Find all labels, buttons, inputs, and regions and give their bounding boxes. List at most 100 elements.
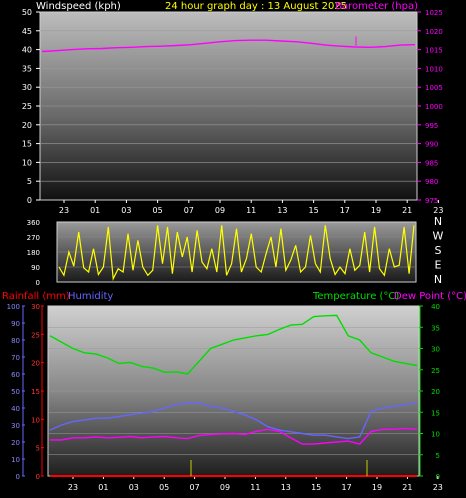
humidity-axis-label: Humidity [68,291,113,302]
chart-title: 24 hour graph day : 13 August 2025 [165,1,347,12]
tick-label: 20 [31,360,40,368]
tick-label: 985 [425,159,438,167]
tick-label: 995 [425,122,438,130]
tick-label: 50 [22,8,32,17]
compass-label: S [435,244,442,257]
humidity-6666ff-line [49,402,418,440]
tick-label: 03 [129,483,139,492]
bottom-x-axis-ticks: 23 01 03 05 07 09 11 13 15 17 19 21 23 [68,476,443,492]
tick-label: 270 [27,234,40,242]
tick-label: 20 [431,388,440,396]
tick-label: 0 [16,473,20,481]
temp-00dd00-line [49,314,418,375]
tick-label: 0 [36,473,40,481]
tick-label: 30 [431,346,440,354]
tick-label: 15 [311,483,321,492]
winddir-gridlines [57,236,416,268]
tick-label: 35 [22,64,32,73]
bottom-series [49,314,418,477]
tick-label: 15 [309,206,319,215]
tick-label: 990 [425,141,438,149]
windspeed-axis-label: Windspeed (kph) [36,1,121,12]
compass-label: E [435,259,442,272]
tick-label: 1020 [425,28,443,36]
rainfall-axis-label: Rainfall (mm) [2,291,70,302]
tick-label: 975 [425,197,438,205]
top-gridlines [40,30,417,182]
tick-label: 07 [190,483,200,492]
tick-label: 1005 [425,84,443,92]
tick-label: 15 [31,388,40,396]
tick-label: 0 [36,279,40,287]
tick-label: 50 [11,388,20,396]
barometer-series [41,36,416,53]
tick-label: 5 [436,452,440,460]
compass-label: N [434,273,442,286]
tick-label: 10 [31,416,40,424]
tick-label: 09 [220,483,230,492]
tick-label: 1000 [425,103,443,111]
tick-label: 10 [11,456,20,464]
tick-label: 01 [98,483,108,492]
tick-label: 1010 [425,65,443,73]
tick-label: 1015 [425,47,443,55]
tick-label: 35 [431,324,440,332]
tick-label: 40 [22,46,32,55]
tick-label: 100 [7,303,20,311]
barometer-line [41,39,416,53]
top-x-axis-ticks: 23 01 03 05 07 09 11 13 15 17 19 21 23 [59,200,443,215]
tick-label: 09 [215,206,225,215]
tick-label: 0 [27,196,32,205]
winddir-axis-ticks: 0 90 180 270 360 [27,219,40,287]
tick-label: 15 [22,140,32,149]
tick-label: 980 [425,178,438,186]
tick-label: 30 [11,422,20,430]
tick-label: 25 [22,102,32,111]
bottom-gridlines [48,326,419,456]
tick-label: 05 [153,206,163,215]
top-right-axis-ticks: 975 980 985 990 995 1000 1005 1010 1015 1020 1025 [417,9,443,205]
tick-label: 23 [433,483,443,492]
tick-label: 10 [22,158,32,167]
temperature-axis-label: Temperature (°C) [312,291,399,302]
tick-label: 30 [31,303,40,311]
temp-ff00ff-line [50,427,418,445]
tick-label: 25 [31,331,40,339]
compass-label: W [433,230,444,243]
tick-label: 360 [27,219,40,227]
tick-label: 45 [22,27,32,36]
tick-label: 5 [27,177,32,186]
tick-label: 40 [431,303,440,311]
tick-label: 17 [340,206,350,215]
tick-label: 40 [11,405,20,413]
tick-label: 90 [31,264,40,272]
tick-label: 01 [90,206,100,215]
compass-label: N [434,215,442,228]
winddir-line [58,225,415,281]
tick-label: 23 [59,206,69,215]
tick-label: 21 [402,206,412,215]
tick-label: 13 [277,206,287,215]
tick-label: 21 [402,483,412,492]
tick-label: 90 [11,320,20,328]
tick-label: 10 [431,431,440,439]
tick-label: 30 [22,83,32,92]
tick-label: 5 [36,445,40,453]
humidity-axis-ticks: 0 10 20 30 40 50 60 70 80 90 100 [7,303,25,481]
tick-label: 23 [68,483,78,492]
rainfall-axis-ticks: 0 5 10 15 20 25 30 [31,303,44,481]
tick-label: 1025 [425,9,443,17]
top-left-axis-ticks: 0 5 10 15 20 25 30 35 40 45 50 [22,8,40,205]
tick-label: 25 [431,367,440,375]
tick-label: 07 [184,206,194,215]
winddir-series [58,225,415,281]
tick-label: 80 [11,337,20,345]
tick-label: 180 [27,249,40,257]
tick-label: 70 [11,354,20,362]
tick-label: 11 [246,206,256,215]
dewpoint-axis-label: Dew Point (°C) [394,291,466,302]
